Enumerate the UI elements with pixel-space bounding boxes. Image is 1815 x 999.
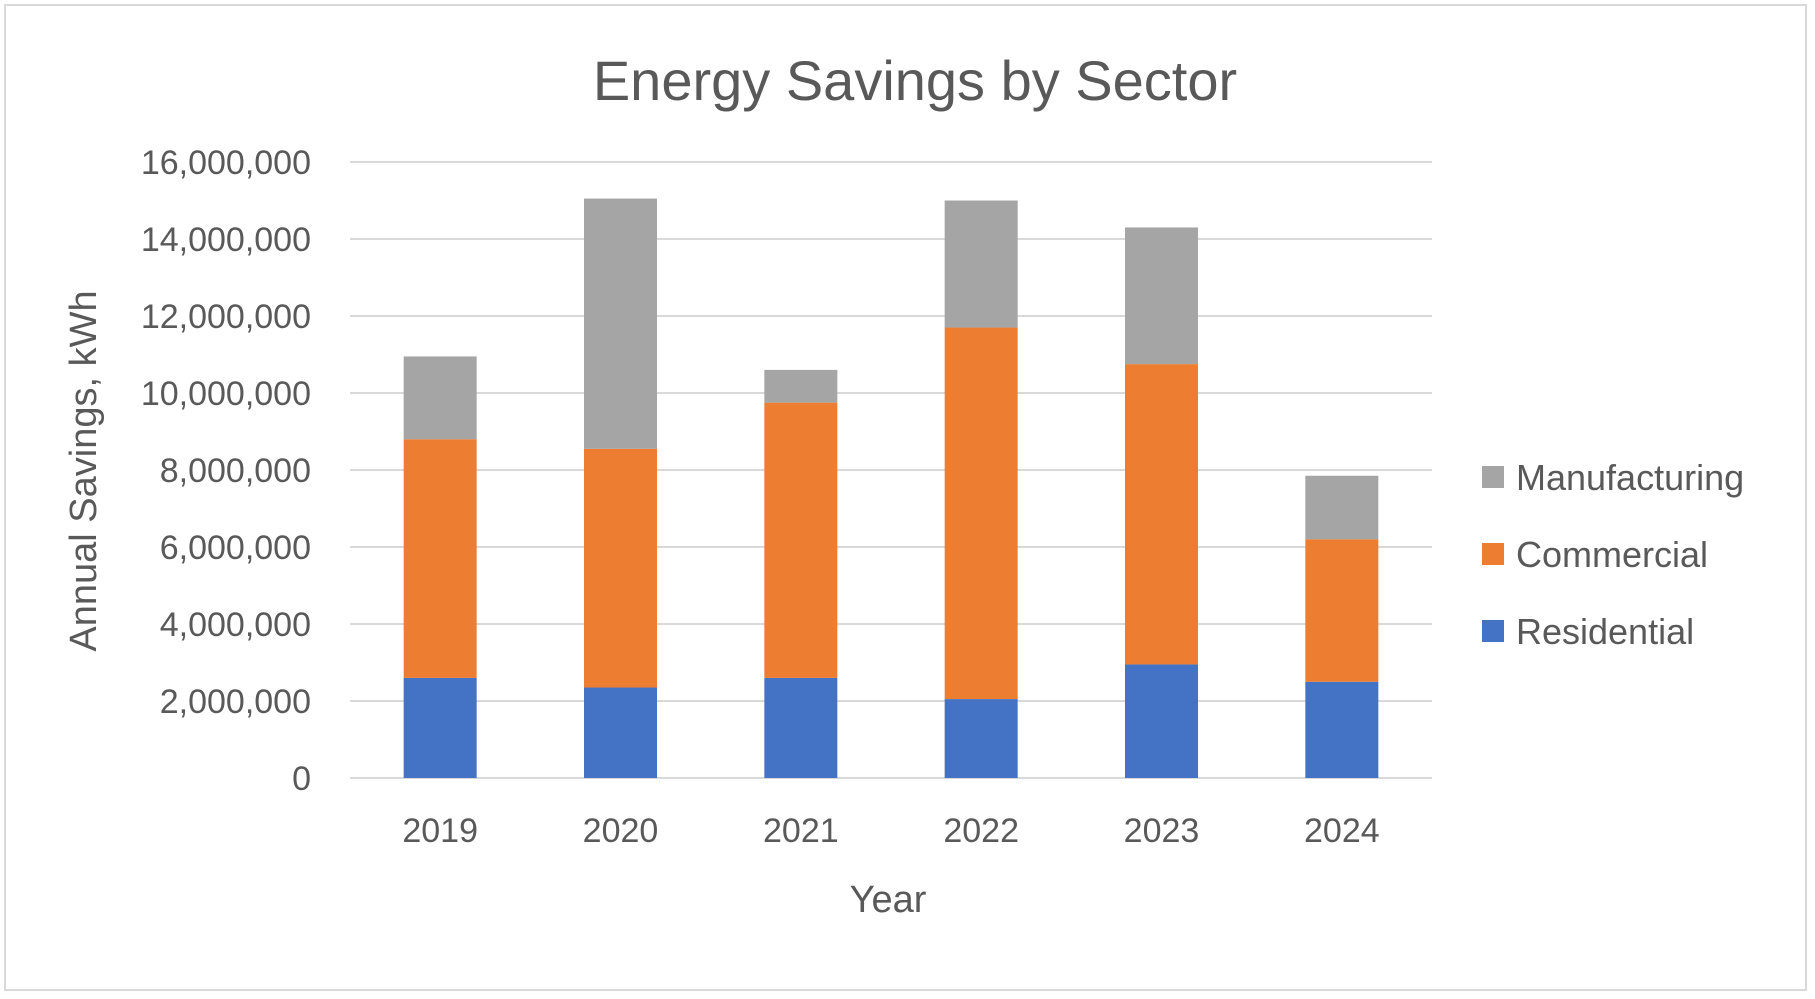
y-tick-label: 0 [292, 760, 311, 798]
y-axis-tick-labels: 0 2,000,000 4,000,000 6,000,000 8,000,000 10,… [141, 144, 311, 798]
x-tick-label-2023: 2023 [1124, 812, 1200, 850]
legend-swatch-commercial [1482, 543, 1504, 565]
gridlines [350, 161, 1432, 779]
bar-residential-2024 [1305, 681, 1379, 778]
y-axis-title: Annual Savings, kWh [63, 290, 105, 651]
bar-commercial-2020 [584, 448, 657, 688]
bar-commercial-2023 [1125, 364, 1198, 665]
bar-commercial-2022 [944, 327, 1018, 700]
x-tick-label-2022: 2022 [943, 812, 1019, 850]
x-axis-title: Year [850, 879, 927, 921]
y-tick-label: 4,000,000 [160, 606, 311, 644]
bar-residential-2022 [944, 699, 1018, 778]
legend-label-commercial: Commercial [1516, 534, 1708, 575]
y-tick-label: 16,000,000 [141, 144, 311, 182]
legend-label-residential: Residential [1516, 611, 1694, 652]
bar-commercial-2024 [1305, 539, 1379, 682]
legend-swatch-residential [1482, 620, 1504, 642]
x-axis-tick-labels: 2019 2020 2021 2022 2023 2024 [402, 812, 1379, 850]
chart-frame [4, 4, 1807, 991]
legend-label-manufacturing: Manufacturing [1516, 457, 1744, 498]
x-tick-label-2020: 2020 [583, 812, 659, 850]
y-tick-label: 10,000,000 [141, 375, 311, 413]
bar-manufacturing-2024 [1305, 475, 1379, 540]
x-tick-label-2024: 2024 [1304, 812, 1380, 850]
bar-manufacturing-2020 [584, 198, 657, 449]
y-tick-label: 14,000,000 [141, 221, 311, 259]
legend-swatch-manufacturing [1482, 466, 1504, 488]
bar-residential-2023 [1125, 664, 1198, 778]
y-tick-label: 6,000,000 [160, 529, 311, 567]
y-tick-label: 2,000,000 [160, 683, 311, 721]
bar-residential-2019 [403, 677, 477, 778]
chart-title: Energy Savings by Sector [593, 49, 1237, 112]
bar-residential-2020 [584, 687, 657, 778]
bar-manufacturing-2022 [944, 200, 1018, 328]
bars [403, 198, 1379, 778]
bar-commercial-2021 [764, 402, 838, 678]
bar-residential-2021 [764, 677, 838, 778]
x-tick-label-2019: 2019 [402, 812, 478, 850]
bar-manufacturing-2023 [1125, 227, 1198, 365]
y-tick-label: 12,000,000 [141, 298, 311, 336]
y-tick-label: 8,000,000 [160, 452, 311, 490]
x-tick-label-2021: 2021 [763, 812, 839, 850]
legend: Manufacturing Commercial Residential [1482, 457, 1744, 652]
bar-manufacturing-2019 [403, 356, 477, 440]
bar-commercial-2019 [403, 439, 477, 678]
bar-manufacturing-2021 [764, 369, 838, 403]
